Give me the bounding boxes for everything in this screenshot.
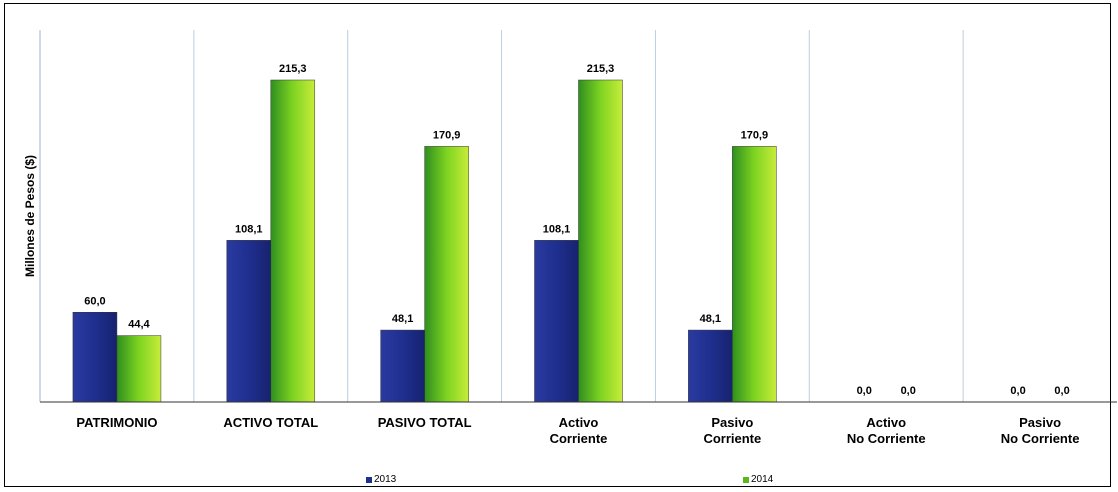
x-tick-label: No Corriente	[847, 431, 926, 446]
x-tick-label: Pasivo	[1019, 415, 1061, 430]
x-tick-label: Activo	[866, 415, 906, 430]
data-label-2014-5: 0,0	[901, 385, 916, 397]
data-label-2013-0: 60,0	[84, 295, 105, 307]
data-label-2013-4: 48,1	[700, 313, 721, 325]
legend-label-2013: 2013	[374, 474, 397, 485]
data-label-2013-1: 108,1	[235, 223, 263, 235]
data-label-2014-6: 0,0	[1054, 385, 1069, 397]
legend-swatch-2014	[743, 476, 749, 483]
x-tick-label: No Corriente	[1001, 431, 1080, 446]
bar-2013-4	[688, 329, 733, 403]
data-label-2013-3: 108,1	[543, 223, 571, 235]
bar-2013-2	[380, 329, 425, 403]
bar-2013-3	[534, 240, 579, 403]
legend-label-2014: 2014	[751, 474, 774, 485]
x-tick-label: Corriente	[550, 431, 608, 446]
y-axis-title: Millones de Pesos ($)	[23, 155, 37, 277]
data-label-2013-5: 0,0	[857, 385, 872, 397]
data-label-2013-6: 0,0	[1010, 385, 1025, 397]
data-label-2014-0: 44,4	[128, 319, 150, 331]
x-tick-label: Activo	[559, 415, 599, 430]
bar-2013-0	[72, 312, 118, 403]
x-tick-label: PASIVO TOTAL	[378, 415, 472, 430]
data-label-2013-2: 48,1	[392, 313, 413, 325]
legend-2013: 2013	[366, 474, 396, 485]
bar-2014-2	[424, 146, 469, 403]
legend-2014: 2014	[743, 474, 773, 485]
x-tick-label: Pasivo	[711, 415, 753, 430]
data-label-2014-2: 170,9	[433, 129, 461, 141]
bar-2014-1	[270, 79, 316, 403]
bar-2014-0	[116, 335, 162, 403]
x-tick-label: Corriente	[703, 431, 761, 446]
x-tick-label: PATRIMONIO	[76, 415, 157, 430]
legend-swatch-2013	[366, 476, 372, 483]
data-label-2014-1: 215,3	[279, 63, 307, 75]
data-label-2014-4: 170,9	[741, 129, 769, 141]
bar-2013-1	[226, 240, 272, 403]
x-tick-label: ACTIVO TOTAL	[223, 415, 318, 430]
bar-2014-3	[578, 79, 623, 403]
data-label-2014-3: 215,3	[587, 63, 615, 75]
bar-2014-4	[732, 146, 777, 403]
